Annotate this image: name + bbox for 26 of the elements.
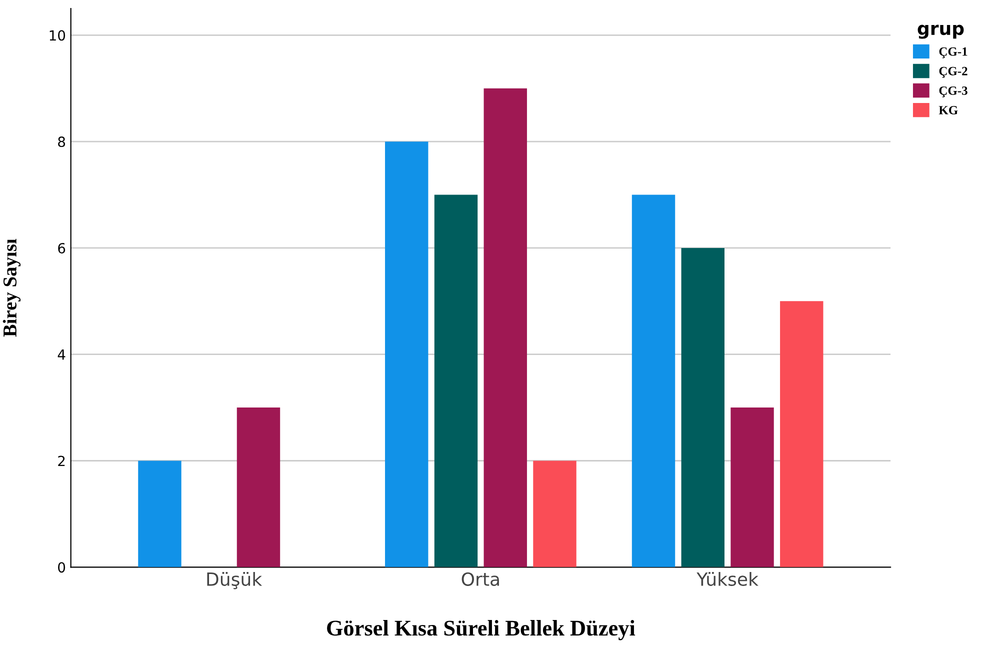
legend-label: KG	[938, 106, 958, 114]
y-tick-label: 2	[58, 456, 65, 466]
bar	[632, 194, 676, 568]
x-axis-title: Görsel Kısa Süreli Bellek Düzeyi	[327, 620, 636, 640]
y-tick-label: 10	[50, 30, 66, 41]
bar	[138, 460, 182, 568]
bar	[236, 408, 280, 568]
y-tick-label: 8	[58, 136, 66, 148]
bar	[780, 301, 824, 568]
bar	[681, 248, 724, 568]
bar	[484, 88, 527, 568]
x-tick-label: Yüksek	[696, 572, 758, 586]
bar	[730, 408, 774, 568]
x-tick-label: Orta	[462, 572, 499, 586]
legend-label: ÇG-3	[939, 86, 968, 98]
bar	[533, 460, 576, 568]
legend-label: ÇG-1	[939, 47, 968, 58]
bar	[434, 194, 478, 568]
y-tick-label: 0	[58, 562, 66, 573]
bar	[385, 142, 428, 568]
x-tick-label: Düşük	[207, 572, 262, 590]
y-axis-title: Birey Sayısı	[2, 238, 21, 337]
y-tick-label: 6	[58, 242, 66, 254]
legend-label: ÇG-2	[939, 66, 968, 78]
legend-title: grup	[918, 24, 964, 39]
y-tick-label: 4	[58, 350, 66, 360]
